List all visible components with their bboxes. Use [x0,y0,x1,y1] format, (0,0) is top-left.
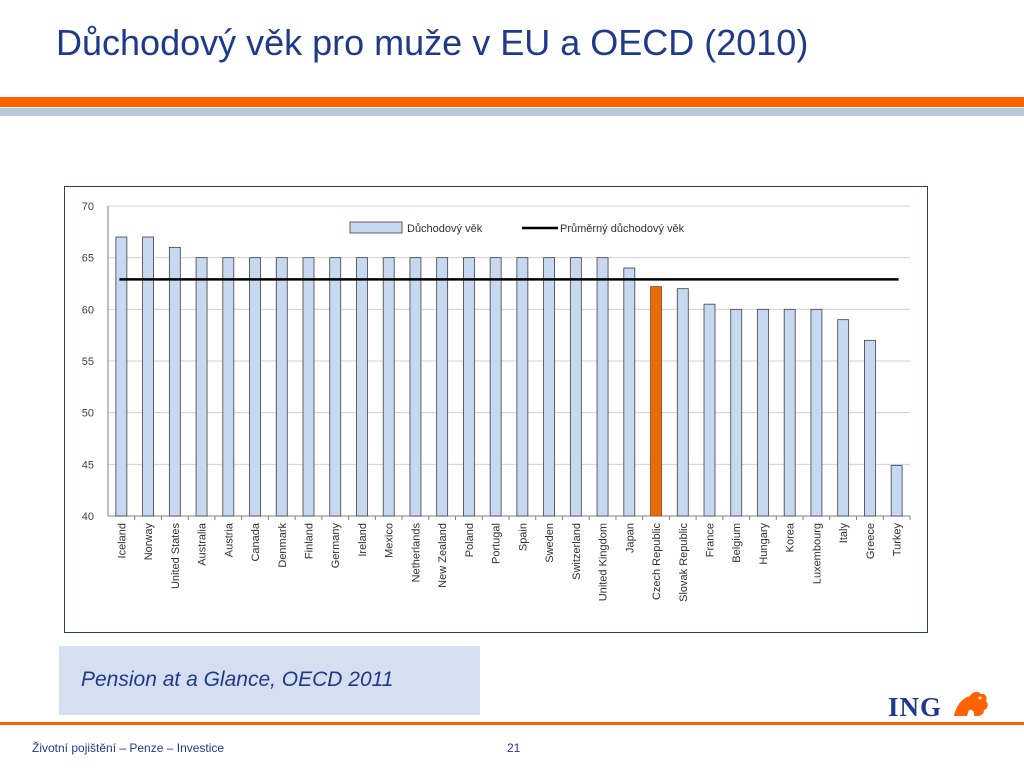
bar-slovak-republic [676,288,689,517]
logo-text: ING [888,692,943,722]
y-tick-label: 45 [82,459,94,471]
bar-belgium [730,308,743,517]
x-tick-label: Italy [838,523,850,544]
bar-korea [783,308,796,517]
x-tick-label: United Kingdom [598,523,610,601]
bar-japan [623,267,636,517]
bar-hungary [757,308,769,517]
x-tick-label: Germany [330,523,342,569]
x-tick-label: New Zealand [437,523,449,588]
x-tick-label: France [705,523,717,557]
bar-united-kingdom [596,257,609,517]
bar-greece [864,339,876,517]
lion-icon [954,691,988,716]
legend-label-bar: Důchodový věk [407,223,483,235]
x-tick-label: Netherlands [410,523,422,583]
slide-title: Důchodový věk pro muže v EU a OECD (2010… [56,22,809,63]
bar-ireland [356,257,368,517]
bar-italy [837,319,850,517]
bar-portugal [489,257,502,517]
x-tick-label: Hungary [758,523,770,565]
x-tick-label: Portugal [491,523,503,564]
source-text: Pension at a Glance, OECD 2011 [81,668,394,691]
ing-logo: ING [888,688,992,722]
x-tick-label: Turkey [892,523,904,557]
bar-austria [222,257,235,517]
x-tick-label: Switzerland [571,523,583,580]
x-tick-label: United States [170,523,182,590]
y-tick-label: 60 [82,304,94,316]
page-number: 21 [507,741,521,755]
bar-netherlands [409,257,422,517]
chart: 40 45 50 55 60 65 70 Iceland Norway United States… [82,201,911,602]
x-tick-label: Norway [143,523,155,561]
bar-mexico [382,257,395,517]
y-tick-label: 40 [82,511,94,523]
chart-frame: 40 45 50 55 60 65 70 Iceland Norway United States… [64,186,928,633]
bar-finland [302,257,315,517]
x-tick-label: Austria [223,522,235,557]
bar-united-states [168,246,181,517]
x-tick-label: Belgium [731,523,743,563]
legend-label-line: Průměrný důchodový věk [560,223,685,235]
x-tick-label: Luxembourg [811,523,823,584]
x-tick-label: Australia [197,522,209,566]
bar-iceland [115,236,128,517]
x-tick-label: Iceland [116,523,128,558]
bar-spain [516,257,529,517]
bar-poland [462,257,475,517]
y-tick-label: 65 [82,253,94,265]
bar-canada [249,257,261,517]
bar-germany [329,257,342,517]
bar-france [703,303,716,517]
bar-czech-republic [650,286,662,517]
footer-text: Životní pojištění – Penze – Investice [32,741,225,755]
legend-swatch-bar [349,221,403,234]
x-tick-label: Poland [464,523,476,557]
x-tick-label: Canada [250,522,262,561]
bar-new-zealand [436,257,449,517]
bar-turkey [890,464,903,517]
bar-denmark [275,257,288,517]
x-tick-label: Denmark [277,523,289,568]
x-tick-label: Sweden [544,523,556,563]
bar-luxembourg [810,308,823,517]
x-tick-label: Korea [785,522,797,552]
source-box: Pension at a Glance, OECD 2011 [59,646,480,715]
bar-switzerland [569,257,582,517]
bar-australia [195,257,208,517]
x-tick-label: Mexico [384,523,396,558]
x-tick-label: Slovak Republic [678,523,690,602]
x-tick-label: Czech Republic [651,523,663,601]
y-tick-label: 50 [82,408,94,420]
y-tick-label: 55 [82,356,94,368]
y-tick-label: 70 [82,201,94,213]
header-orange-bar [0,97,1024,107]
x-tick-label: Finland [304,523,316,559]
x-tick-label: Japan [624,523,636,553]
bar-norway [142,236,154,517]
x-tick-label: Spain [517,523,529,551]
bar-sweden [543,257,556,517]
x-tick-label: Greece [865,523,877,559]
footer-line [0,722,1024,725]
header-blue-bar [0,108,1024,116]
x-tick-label: Ireland [357,523,369,557]
